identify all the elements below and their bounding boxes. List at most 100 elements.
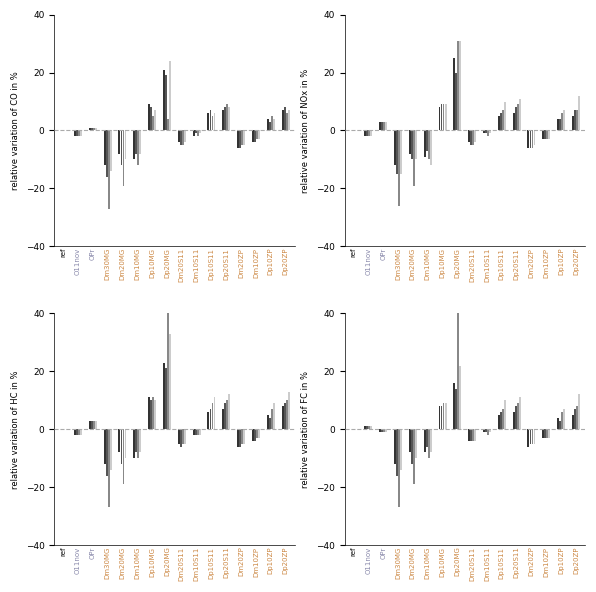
Bar <box>472 429 474 441</box>
Bar <box>485 429 487 432</box>
Bar <box>91 128 93 130</box>
Bar <box>498 415 499 429</box>
Bar <box>557 418 559 429</box>
Bar <box>195 429 197 435</box>
Bar <box>483 429 485 432</box>
Bar <box>222 110 224 130</box>
Bar <box>502 110 504 130</box>
Bar <box>398 429 400 507</box>
Bar <box>563 110 565 130</box>
Bar <box>198 130 201 133</box>
Bar <box>379 122 381 130</box>
Bar <box>197 130 198 136</box>
Bar <box>269 122 271 130</box>
Bar <box>120 429 122 464</box>
Bar <box>515 107 517 130</box>
Bar <box>193 429 194 435</box>
Bar <box>533 130 535 145</box>
Bar <box>105 130 107 177</box>
Bar <box>252 429 254 441</box>
Bar <box>80 130 82 136</box>
Bar <box>364 426 366 429</box>
Bar <box>134 130 135 159</box>
Bar <box>517 104 519 130</box>
Bar <box>413 130 415 185</box>
Bar <box>237 130 239 148</box>
Bar <box>228 107 230 130</box>
Bar <box>559 420 561 429</box>
Bar <box>105 429 107 475</box>
Bar <box>368 130 370 136</box>
Bar <box>93 420 95 429</box>
Bar <box>180 130 182 145</box>
Bar <box>178 130 179 142</box>
Bar <box>542 130 544 139</box>
Bar <box>504 101 506 130</box>
Bar <box>207 113 209 130</box>
Bar <box>574 110 576 130</box>
Bar <box>282 406 284 429</box>
Bar <box>258 429 260 438</box>
Bar <box>135 130 137 154</box>
Bar <box>254 130 256 142</box>
Bar <box>409 429 411 452</box>
Bar <box>379 429 381 432</box>
Bar <box>574 409 576 429</box>
Bar <box>547 130 548 139</box>
Bar <box>195 130 197 133</box>
Bar <box>154 110 156 130</box>
Bar <box>468 130 470 142</box>
Bar <box>284 107 285 130</box>
Bar <box>123 429 125 484</box>
Bar <box>95 128 97 130</box>
Bar <box>224 403 226 429</box>
Bar <box>532 429 533 444</box>
Bar <box>385 122 387 130</box>
Bar <box>254 429 256 441</box>
Bar <box>515 406 517 429</box>
Bar <box>411 429 413 464</box>
Bar <box>78 130 80 136</box>
Bar <box>193 130 194 136</box>
Bar <box>154 400 156 429</box>
Bar <box>457 41 460 130</box>
Bar <box>163 363 165 429</box>
Bar <box>273 119 275 130</box>
Bar <box>267 119 269 130</box>
Bar <box>228 394 230 429</box>
Bar <box>110 130 111 171</box>
Bar <box>89 128 91 130</box>
Bar <box>93 128 95 130</box>
Bar <box>212 116 213 130</box>
Bar <box>443 104 445 130</box>
Bar <box>282 110 284 130</box>
Bar <box>226 104 228 130</box>
Bar <box>184 130 186 142</box>
Bar <box>474 429 476 441</box>
Bar <box>243 429 245 444</box>
Bar <box>252 130 254 142</box>
Bar <box>483 130 485 133</box>
Bar <box>527 130 529 148</box>
Bar <box>167 119 169 130</box>
Bar <box>443 403 445 429</box>
Bar <box>256 429 258 438</box>
Bar <box>182 429 184 444</box>
Bar <box>394 429 396 464</box>
Bar <box>74 130 76 136</box>
Bar <box>284 403 285 429</box>
Bar <box>424 429 426 452</box>
Bar <box>226 400 228 429</box>
Bar <box>167 296 169 429</box>
Bar <box>445 403 446 429</box>
Bar <box>400 130 402 174</box>
Bar <box>413 429 415 484</box>
Bar <box>385 429 387 432</box>
Bar <box>398 130 400 206</box>
Bar <box>460 365 461 429</box>
Bar <box>80 429 82 435</box>
Bar <box>572 415 574 429</box>
Bar <box>561 113 563 130</box>
Bar <box>104 429 105 464</box>
Bar <box>487 429 489 435</box>
